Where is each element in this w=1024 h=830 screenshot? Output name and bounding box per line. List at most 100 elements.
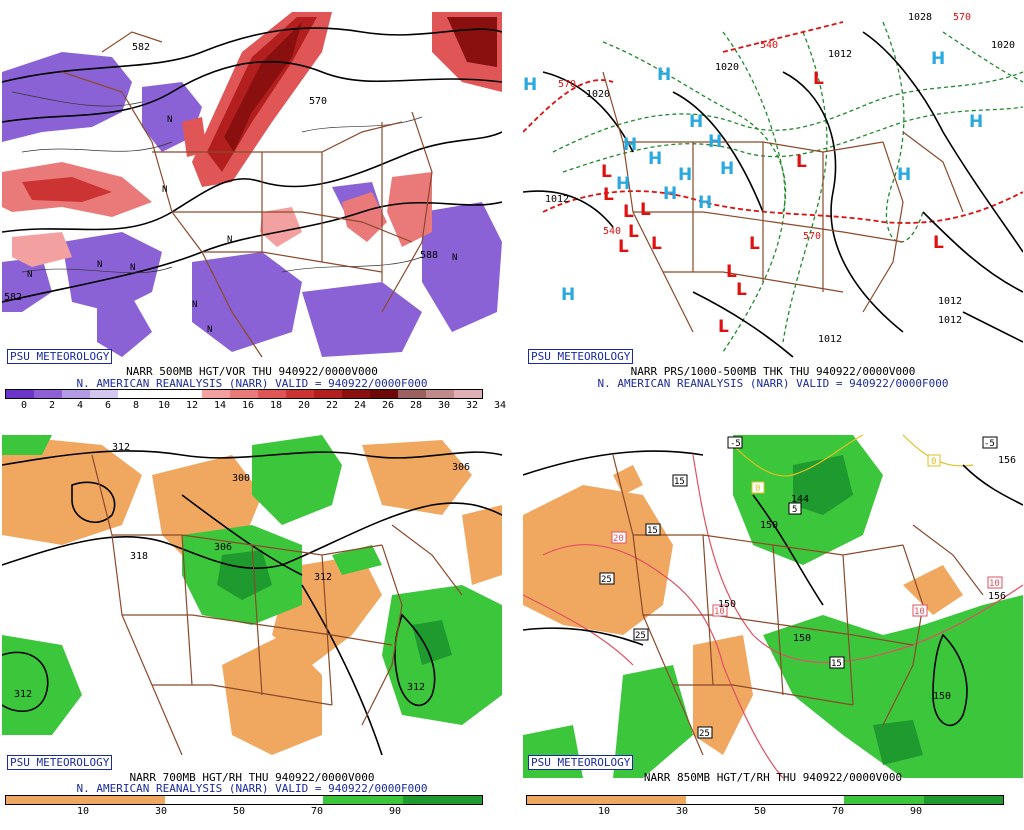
low-icon: L [618, 237, 629, 257]
colorbar-segment [34, 390, 62, 398]
panel-700mb-rh: 312 300 306 318 312 312 306 312 PSU METE… [2, 430, 502, 830]
map-850mb-temp-rh: -5 0 15 15 20 25 25 10 10 25 15 5 10 0 -… [523, 434, 1023, 779]
svg-text:15: 15 [647, 526, 658, 536]
low-icon: L [736, 280, 747, 300]
svg-text:N: N [130, 263, 135, 273]
contour-label: 582 [132, 42, 150, 53]
low-icon: L [933, 233, 944, 253]
colorbar-segment [685, 796, 765, 804]
high-icon: H [708, 132, 722, 152]
svg-text:10: 10 [914, 607, 925, 617]
colorbar-segment [243, 796, 324, 804]
colorbar-segment [606, 796, 686, 804]
colorbar-segment [370, 390, 398, 398]
svg-text:312: 312 [112, 442, 130, 453]
height-contours [523, 450, 1023, 727]
colorbar-tick-label: 0 [20, 400, 28, 411]
psu-meteorology-badge: PSU METEOROLOGY [7, 349, 113, 364]
thickness-contours-green [552, 21, 1023, 353]
svg-text:0: 0 [755, 484, 760, 494]
colorbar-segment [230, 390, 258, 398]
svg-text:-5: -5 [730, 439, 741, 449]
svg-text:N: N [167, 115, 172, 125]
svg-text:1012: 1012 [938, 315, 962, 326]
high-icon: H [897, 165, 911, 185]
svg-text:15: 15 [674, 477, 685, 487]
colorbar-tick-label: 14 [213, 400, 227, 411]
rh-dry-areas [523, 465, 963, 755]
pressure-contours [523, 31, 1023, 358]
colorbar-segment [202, 390, 230, 398]
svg-text:1012: 1012 [938, 296, 962, 307]
colorbar-tick-label: 28 [409, 400, 423, 411]
svg-text:N: N [162, 185, 167, 195]
svg-text:306: 306 [452, 462, 470, 473]
political-boundaries [91, 454, 463, 756]
colorbar-tick-label: 50 [232, 806, 246, 817]
high-icon: H [663, 184, 677, 204]
colorbar-tick-label: 70 [831, 806, 845, 817]
map-title: NARR 700MB HGT/RH THU 940922/0000V000 [129, 771, 375, 784]
low-icon: L [749, 234, 760, 254]
colorbar-segment [146, 390, 174, 398]
svg-text:312: 312 [314, 572, 332, 583]
low-pressure-markers: L L L L L L L L L L L L L L [601, 69, 944, 337]
map-title: NARR 500MB HGT/VOR THU 940922/0000V000 [126, 365, 378, 378]
colorbar-tick-label: 2 [48, 400, 56, 411]
contour-label: 588 [420, 250, 438, 261]
low-icon: L [796, 152, 807, 172]
colorbar-tick-label: 8 [132, 400, 140, 411]
colorbar-tick-label: 90 [388, 806, 402, 817]
colorbar-segment [402, 796, 482, 804]
svg-text:570: 570 [803, 231, 821, 242]
temperature-labels: -5 0 15 15 20 25 25 10 10 25 15 5 10 0 -… [599, 436, 1003, 739]
thickness-labels: 570 540 570 540 570 [558, 12, 971, 242]
colorbar-tick-label: 4 [76, 400, 84, 411]
colorbar-segment [764, 796, 845, 804]
map-title: NARR 850MB HGT/T/RH THU 940922/0000V000 [643, 771, 903, 784]
colorbar-segment [258, 390, 286, 398]
svg-text:1020: 1020 [715, 62, 739, 73]
svg-text:N: N [227, 235, 232, 245]
svg-text:10: 10 [989, 579, 1000, 589]
psu-meteorology-badge: PSU METEOROLOGY [7, 755, 113, 770]
svg-text:1012: 1012 [828, 49, 852, 60]
rh-colorbar-labels: 10 30 50 70 90 [5, 806, 495, 818]
n-symbols: N N N N N N N N N [27, 115, 457, 335]
colorbar-tick-label: 22 [325, 400, 339, 411]
political-boundaries [612, 454, 984, 756]
colorbar-tick-label: 24 [353, 400, 367, 411]
colorbar-segment [314, 390, 342, 398]
colorbar-tick-label: 12 [185, 400, 199, 411]
rh-colorbar [526, 795, 1004, 805]
svg-text:1012: 1012 [545, 194, 569, 205]
svg-text:25: 25 [601, 575, 612, 585]
colorbar-segment [844, 796, 924, 804]
svg-text:N: N [192, 300, 197, 310]
pressure-labels: 1020 1020 1012 1012 1012 1012 1020 1012 … [545, 12, 1015, 345]
colorbar-tick-label: 20 [297, 400, 311, 411]
colorbar-segment [62, 390, 90, 398]
rh-colorbar [5, 795, 483, 805]
psu-meteorology-badge: PSU METEOROLOGY [528, 755, 634, 770]
svg-text:1012: 1012 [818, 334, 842, 345]
high-pressure-markers: H H H H H H H H H H H H H H H [523, 49, 983, 305]
colorbar-segment [85, 796, 165, 804]
low-icon: L [651, 234, 662, 254]
svg-text:25: 25 [699, 729, 710, 739]
psu-meteorology-badge: PSU METEOROLOGY [528, 349, 634, 364]
high-icon: H [969, 112, 983, 132]
colorbar-segment [174, 390, 202, 398]
svg-text:150: 150 [760, 520, 778, 531]
thickness-contours-red [523, 21, 1023, 224]
colorbar-tick-label: 16 [241, 400, 255, 411]
height-labels: 312 300 306 318 312 312 306 312 [14, 442, 470, 700]
svg-text:156: 156 [988, 591, 1006, 602]
height-labels: 150 144 150 156 150 156 150 [718, 455, 1016, 702]
svg-text:150: 150 [793, 633, 811, 644]
svg-text:306: 306 [214, 542, 232, 553]
low-icon: L [623, 202, 634, 222]
svg-text:150: 150 [933, 691, 951, 702]
svg-text:1020: 1020 [586, 89, 610, 100]
high-icon: H [561, 285, 575, 305]
